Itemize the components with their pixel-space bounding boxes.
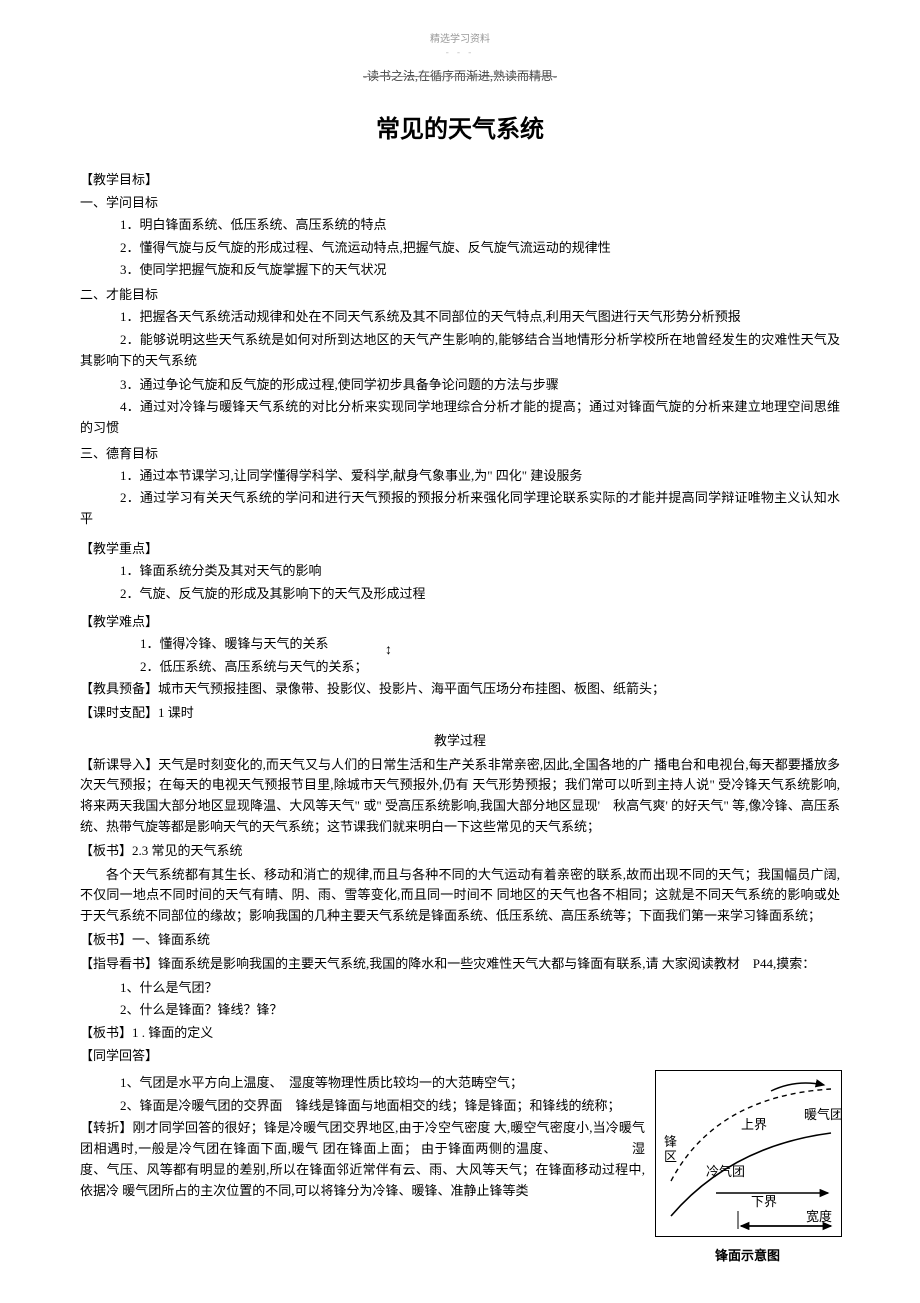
two-column-section: 1、气团是水平方向上温度、 湿度等物理性质比较均一的大范畴空气； 2、锋面是冷暖… bbox=[80, 1070, 840, 1264]
moral-item: 1．通过本节课学习,让同学懂得学科学、爱科学,献身气象事业,为" 四化" 建设服… bbox=[120, 466, 840, 486]
goals-header: 【教学目标】 bbox=[80, 169, 840, 188]
question-item: 2、什么是锋面？锋线？锋？ bbox=[120, 1000, 840, 1020]
moral-header: 三、德育目标 bbox=[80, 443, 840, 462]
difficulties-header: 【教学难点】 bbox=[80, 611, 840, 630]
moral-item: 2．通过学习有关天气系统的学问和进行天气预报的预报分析来强化同学理论联系实际的才… bbox=[80, 488, 840, 530]
body-para: 各个天气系统都有其生长、移动和消亡的规律,而且与各种不同的大气运动有着亲密的联系… bbox=[80, 865, 840, 927]
diagram-svg: 暖气团 上界 锋 区 冷气团 下界 宽度 bbox=[656, 1071, 841, 1236]
intro-para: 【新课导入】天气是时刻变化的,而天气又与人们的日常生活和生产关系非常亲密,因此,… bbox=[80, 755, 840, 838]
ability-item: 3．通过争论气旋和反气旋的形成过程,使同学初步具备争论问题的方法与步骤 bbox=[120, 375, 840, 395]
process-header: 教学过程 bbox=[80, 730, 840, 749]
periods-line: 【课时支配】1 课时 bbox=[80, 703, 840, 724]
answer-label: 【同学回答】 bbox=[80, 1046, 840, 1067]
strike-subtitle: -读书之法,在循序而渐进,熟读而精思- bbox=[80, 67, 840, 84]
keypoint-item: 2．气旋、反气旋的形成及其影响下的天气及形成过程 bbox=[120, 584, 840, 604]
label-front-zone2: 区 bbox=[664, 1149, 677, 1164]
label-lower: 下界 bbox=[751, 1194, 777, 1209]
stray-arrow-icon: ↕ bbox=[385, 643, 392, 659]
keypoint-item: 1．锋面系统分类及其对天气的影响 bbox=[120, 561, 840, 581]
answer-item: 1、气团是水平方向上温度、 湿度等物理性质比较均一的大范畴空气； bbox=[120, 1073, 645, 1093]
diagram-caption: 锋面示意图 bbox=[655, 1245, 840, 1264]
transition-para: 【转折】刚才同学回答的很好；锋是冷暖气团交界地区,由于冷空气密度 大,暖空气密度… bbox=[80, 1118, 645, 1201]
main-title: 常见的天气系统 bbox=[80, 109, 840, 144]
ability-header: 二、才能目标 bbox=[80, 284, 840, 303]
knowledge-header: 一、学问目标 bbox=[80, 192, 840, 211]
top-label: 精选学习资料 bbox=[80, 30, 840, 45]
label-upper: 上界 bbox=[741, 1117, 767, 1132]
label-front-zone: 锋 bbox=[664, 1134, 677, 1149]
top-dots: - - - bbox=[80, 47, 840, 57]
label-cold-air: 冷气团 bbox=[706, 1164, 745, 1179]
knowledge-item: 3．使同学把握气旋和反气旋掌握下的天气状况 bbox=[120, 260, 840, 280]
guide-para: 【指导看书】锋面系统是影响我国的主要天气系统,我国的降水和一些灾难性天气大都与锋… bbox=[80, 954, 840, 975]
keypoints-header: 【教学重点】 bbox=[80, 538, 840, 557]
prep-line: 【教具预备】城市天气预报挂图、录像带、投影仪、投影片、海平面气压场分布挂图、板图… bbox=[80, 679, 840, 700]
knowledge-item: 2．懂得气旋与反气旋的形成过程、气流运动特点,把握气旋、反气旋气流运动的规律性 bbox=[120, 238, 840, 258]
board-line: 【板书】1 . 锋面的定义 bbox=[80, 1023, 840, 1044]
knowledge-item: 1．明白锋面系统、低压系统、高压系统的特点 bbox=[120, 215, 840, 235]
ability-item: 1．把握各天气系统活动规律和处在不同天气系统及其不同部位的天气特点,利用天气图进… bbox=[80, 307, 840, 328]
label-width: 宽度 bbox=[806, 1209, 832, 1224]
difficulty-item: 1．懂得冷锋、暖锋与天气的关系 bbox=[140, 634, 840, 654]
text-column: 1、气团是水平方向上温度、 湿度等物理性质比较均一的大范畴空气； 2、锋面是冷暖… bbox=[80, 1070, 655, 1204]
question-item: 1、什么是气团？ bbox=[120, 978, 840, 998]
board-line: 【板书】一、锋面系统 bbox=[80, 930, 840, 951]
ability-item: 2．能够说明这些天气系统是如何对所到达地区的天气产生影响的,能够结合当地情形分析… bbox=[80, 330, 840, 372]
ability-item: 4．通过对冷锋与暖锋天气系统的对比分析来实现同学地理综合分析才能的提高；通过对锋… bbox=[80, 397, 840, 439]
answer-item: 2、锋面是冷暖气团的交界面 锋线是锋面与地面相交的线；锋是锋面；和锋线的统称； bbox=[120, 1096, 645, 1116]
front-diagram: 暖气团 上界 锋 区 冷气团 下界 宽度 bbox=[655, 1070, 842, 1237]
difficulty-item: 2．低压系统、高压系统与天气的关系； bbox=[140, 657, 840, 677]
document-page: 精选学习资料 - - - -读书之法,在循序而渐进,熟读而精思- 常见的天气系统… bbox=[0, 0, 920, 1284]
diagram-column: 暖气团 上界 锋 区 冷气团 下界 宽度 锋面示意图 bbox=[655, 1070, 840, 1264]
board-line: 【板书】2.3 常见的天气系统 bbox=[80, 841, 840, 862]
label-warm-air: 暖气团 bbox=[804, 1107, 841, 1122]
